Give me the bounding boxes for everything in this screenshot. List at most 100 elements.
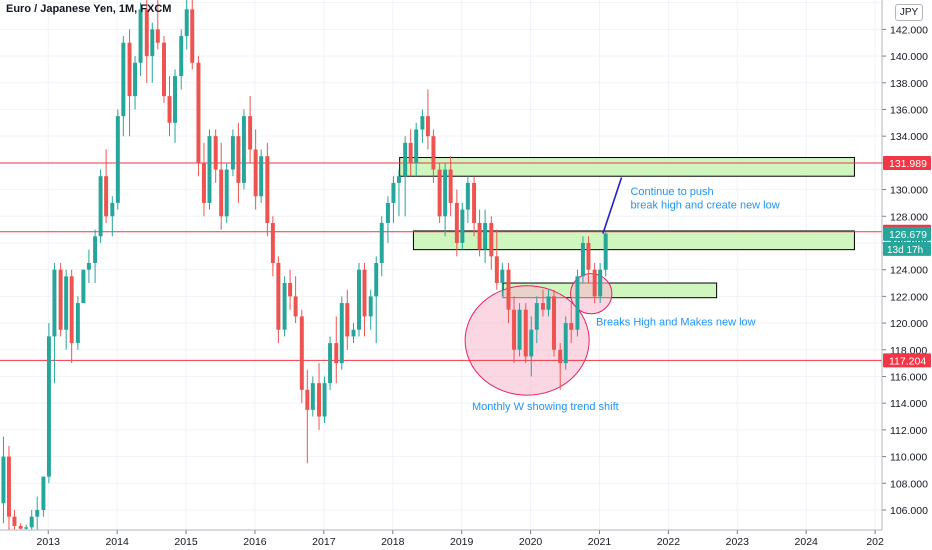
y-tick-label: 128.000 — [890, 211, 928, 223]
annotation-text: Monthly W showing trend shift — [472, 401, 619, 413]
candle-body — [133, 62, 138, 97]
candle-body — [437, 169, 442, 217]
candle-body — [379, 222, 384, 263]
candle-body — [236, 136, 241, 183]
candle-body — [121, 42, 126, 117]
candle-body — [248, 116, 253, 150]
candle-body — [265, 156, 270, 223]
candle-body — [299, 316, 304, 390]
candle-body — [230, 136, 235, 170]
candle-body — [184, 9, 189, 37]
candle-body — [472, 182, 477, 223]
candle-body — [24, 527, 29, 529]
support-resistance-zone — [412, 230, 855, 251]
candle-body — [534, 303, 539, 330]
candle-body — [1, 456, 6, 504]
candle-body — [293, 296, 298, 317]
x-tick-label: 2014 — [105, 536, 129, 548]
candle-body — [219, 169, 224, 217]
level-price-badge-label: 131.989 — [889, 158, 927, 170]
candle-body — [328, 343, 333, 384]
candle-body — [460, 209, 465, 243]
candle-body — [580, 242, 585, 277]
candle-body — [483, 222, 488, 250]
countdown-label: 13d 17h — [887, 245, 923, 256]
candle-body — [368, 296, 373, 317]
candle-body — [196, 62, 201, 163]
candle-body — [64, 276, 69, 330]
candle-body — [540, 303, 545, 310]
support-resistance-zone — [399, 157, 855, 177]
countdown-badge — [883, 241, 931, 256]
candle-body — [52, 269, 57, 337]
candle-body — [6, 456, 11, 517]
x-tick-label: 2021 — [588, 536, 612, 548]
current-price-badge-label: 126.679 — [889, 229, 927, 241]
y-tick-label: 140.000 — [890, 51, 928, 63]
candle-body — [46, 336, 51, 477]
candle-body — [305, 389, 310, 410]
candle-body — [75, 303, 80, 344]
candle-body — [420, 116, 425, 130]
candle-body — [104, 176, 109, 217]
candle-body — [207, 136, 212, 203]
candle-body — [58, 269, 63, 330]
candle-body — [592, 269, 597, 297]
candle-body — [253, 149, 258, 197]
candle-body — [282, 283, 287, 330]
candle-body — [310, 383, 315, 410]
candle-body — [489, 222, 494, 257]
candle-body — [144, 9, 149, 57]
candle-body — [385, 202, 390, 223]
candle-body — [408, 142, 413, 163]
candle-body — [603, 233, 608, 270]
candle-body — [138, 9, 143, 63]
x-tick-label: 2017 — [312, 536, 336, 548]
candle-body — [523, 309, 528, 357]
candle-body — [162, 42, 166, 97]
candle-body — [403, 142, 408, 177]
candle-body — [448, 169, 453, 203]
grid-lines — [0, 0, 882, 530]
candle-body — [546, 296, 551, 310]
candle-body — [288, 283, 293, 297]
x-tick-label: 2023 — [726, 536, 750, 548]
candle-body — [351, 329, 356, 337]
candle-body — [127, 42, 132, 97]
candle-body — [494, 256, 499, 284]
candle-body — [201, 162, 206, 203]
currency-button[interactable]: JPY — [895, 4, 923, 21]
candle-body — [224, 169, 229, 217]
candle-body — [259, 156, 264, 197]
y-tick-label: 124.000 — [890, 265, 928, 277]
annotation-text: Continue to push — [630, 186, 713, 198]
y-tick-label: 112.000 — [890, 425, 927, 437]
candle-body — [374, 262, 379, 297]
candle-body — [414, 129, 419, 163]
candle-body — [575, 276, 580, 330]
candle-body — [598, 269, 603, 297]
candle-body — [322, 383, 327, 417]
level-price-badge — [883, 156, 931, 171]
candle-body — [334, 343, 339, 364]
y-tick-label: 134.000 — [890, 131, 928, 143]
y-tick-label: 114.000 — [890, 398, 927, 410]
x-tick-label: 2018 — [381, 536, 405, 548]
y-tick-label: 122.000 — [890, 291, 928, 303]
candle-body — [41, 476, 46, 510]
candle-body — [150, 29, 155, 57]
candle-body — [190, 9, 195, 63]
candle-body — [391, 182, 396, 203]
x-tick-label: 2013 — [37, 536, 61, 548]
candle-body — [465, 182, 470, 210]
candle-body — [241, 116, 246, 183]
candle-body — [558, 349, 563, 364]
candle-body — [345, 303, 350, 337]
x-tick-label: 2020 — [519, 536, 543, 548]
candle-body — [98, 176, 103, 237]
y-tick-label: 130.000 — [890, 185, 928, 197]
candle-body — [270, 222, 275, 263]
candle-body — [110, 202, 115, 217]
candle-body — [69, 276, 74, 344]
